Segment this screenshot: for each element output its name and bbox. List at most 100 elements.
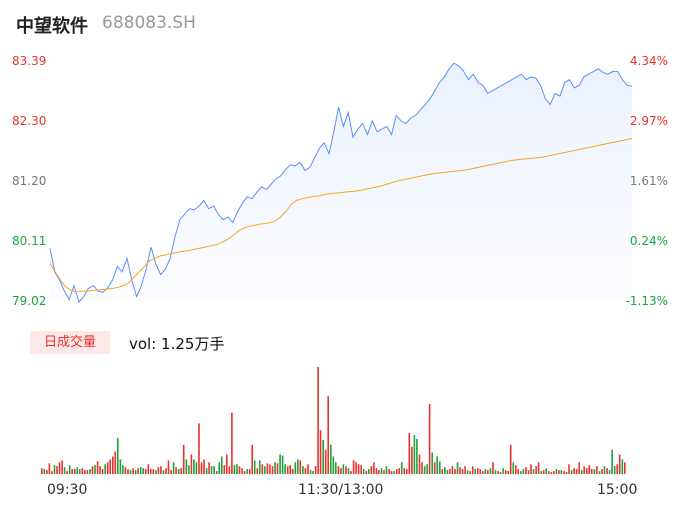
volume-bar [89, 469, 91, 474]
volume-bar [256, 468, 259, 474]
volume-bar [365, 471, 368, 474]
volume-bar [489, 468, 492, 474]
volume-bar [117, 438, 119, 474]
volume-bar [352, 460, 355, 474]
stock-name: 中望软件 [16, 16, 88, 37]
pct-tick-0: 4.34% [629, 54, 668, 68]
volume-bar [548, 471, 550, 474]
volume-bar [324, 449, 327, 474]
volume-bar [319, 430, 322, 474]
pct-tick-1: 2.97% [629, 114, 668, 128]
volume-bar [160, 466, 162, 474]
volume-bar [466, 470, 469, 474]
volume-bar [487, 470, 489, 474]
volume-bar [444, 467, 446, 474]
volume-bar [281, 455, 284, 474]
volume-bar [150, 469, 152, 474]
volume-bar [259, 460, 261, 474]
volume-bar [512, 462, 515, 474]
volume-bar [408, 433, 411, 474]
volume-bar [195, 462, 198, 474]
volume-bar [170, 470, 172, 474]
volume-bar [84, 470, 86, 474]
volume-bar [309, 470, 312, 474]
volume-bar [355, 462, 357, 474]
volume-bar [127, 469, 129, 474]
volume-bar [152, 469, 155, 474]
volume-bar [474, 469, 476, 474]
volume-bar [167, 460, 170, 474]
volume-bar [380, 468, 383, 474]
volume-bar [144, 469, 147, 474]
volume-bar [297, 459, 299, 474]
volume-bar [99, 466, 101, 474]
volume-bar [56, 466, 58, 474]
volume-bar [532, 469, 535, 474]
volume-bar [236, 464, 238, 474]
volume-bar [613, 466, 616, 474]
volume-bar [165, 468, 167, 474]
volume-bar [441, 469, 444, 474]
volume-bar [373, 462, 375, 474]
volume-bar [114, 451, 117, 474]
volume-bar [132, 468, 134, 474]
volume-bar [218, 462, 220, 474]
volume-bar [618, 454, 621, 474]
volume-bar [522, 469, 525, 474]
volume-bar [459, 467, 461, 474]
volume-bar [180, 468, 182, 474]
volume-bar [317, 367, 319, 474]
x-tick-close: 15:00 [597, 482, 638, 498]
volume-bar [312, 471, 314, 474]
volume-bar [606, 468, 608, 474]
volume-bar [461, 469, 464, 474]
volume-bar [243, 471, 246, 474]
volume-bar [106, 462, 109, 474]
volume-bar [423, 466, 426, 474]
volume-bar [94, 465, 96, 474]
volume-bar [188, 465, 190, 474]
volume-bar [428, 404, 431, 474]
volume-bar [66, 471, 68, 474]
volume-bar [454, 469, 456, 474]
volume-bar [74, 469, 76, 474]
volume-bar [482, 471, 484, 474]
volume-bar [484, 469, 487, 474]
volume-bar [299, 460, 302, 474]
volume-bar [553, 471, 555, 474]
volume-bar [302, 466, 304, 474]
volume-bar [208, 462, 210, 474]
volume-bar [314, 466, 317, 474]
volume-bar [357, 464, 360, 474]
volume-bar [416, 439, 418, 474]
volume-bar [393, 471, 395, 474]
volume-bar [537, 462, 540, 474]
volume-bar [603, 466, 606, 474]
volume-bar [58, 462, 61, 474]
volume-bar [91, 466, 94, 474]
volume-bar [570, 470, 573, 474]
volume-bar [542, 470, 545, 474]
volume-bar [507, 471, 509, 474]
volume-bar [370, 466, 373, 474]
volume-bar [596, 466, 598, 474]
pct-tick-3: 0.24% [629, 234, 668, 248]
volume-bar [406, 469, 408, 474]
volume-bar [51, 471, 53, 474]
volume-bar [76, 467, 79, 474]
volume-bar [608, 470, 611, 474]
volume-bar [162, 470, 165, 474]
volume-bar [119, 459, 122, 474]
volume-bar [456, 462, 459, 474]
volume-bar [471, 466, 474, 474]
volume-bar [330, 444, 332, 474]
volume-bar [332, 456, 335, 474]
volume-bar [261, 464, 264, 474]
price-tick-1: 82.30 [12, 114, 47, 128]
volume-bar [223, 465, 226, 474]
volume-bar [210, 466, 213, 474]
daily-volume-badge: 日成交量 [30, 331, 110, 354]
volume-bar [291, 469, 294, 474]
volume-bar [586, 468, 588, 474]
